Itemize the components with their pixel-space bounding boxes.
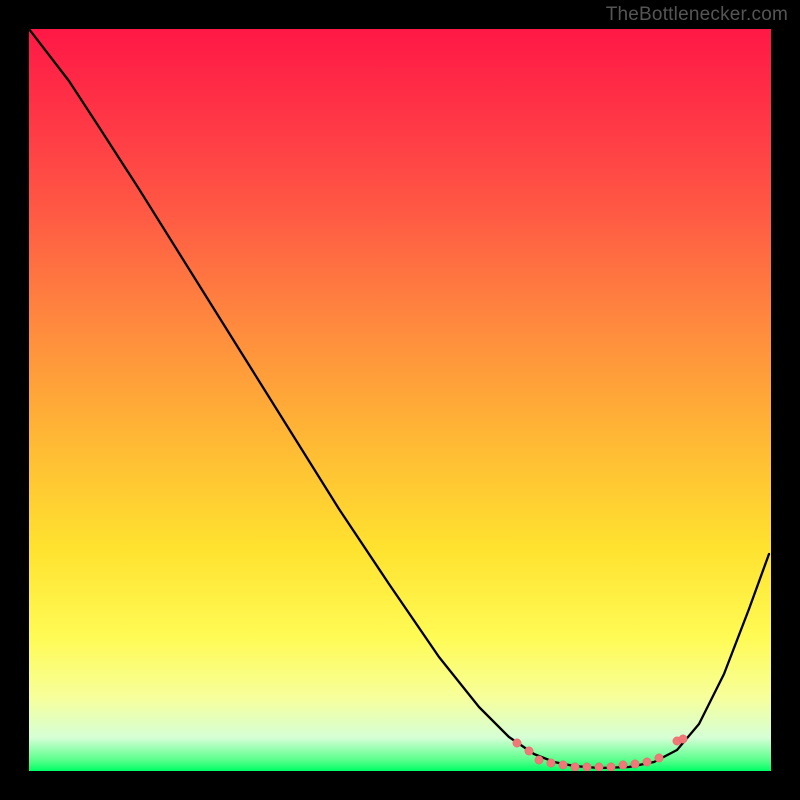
marker-dot — [525, 747, 533, 755]
marker-dot — [655, 754, 663, 762]
marker-dot — [607, 763, 615, 771]
marker-dot — [583, 763, 591, 771]
marker-dot — [559, 761, 567, 769]
marker-dot — [679, 735, 687, 743]
chart-plot-area — [29, 29, 771, 771]
marker-dot — [535, 756, 543, 764]
bottleneck-chart-svg — [29, 29, 771, 771]
marker-dot — [643, 758, 651, 766]
attribution-text: TheBottlenecker.com — [606, 4, 788, 26]
marker-dot — [547, 759, 555, 767]
gradient-background — [29, 29, 771, 771]
marker-dot — [631, 760, 639, 768]
marker-dot — [595, 763, 603, 771]
marker-dot — [619, 761, 627, 769]
marker-dot — [513, 739, 521, 747]
marker-dot — [571, 763, 579, 771]
